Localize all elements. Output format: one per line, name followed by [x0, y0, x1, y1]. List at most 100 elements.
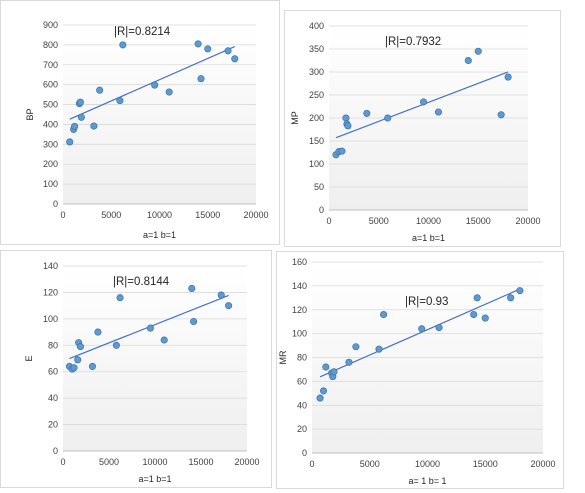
- x-axis-label: a= 1 b= 1: [408, 476, 446, 486]
- y-tick-label: 900: [43, 20, 58, 30]
- x-tick-label: 5000: [101, 210, 121, 220]
- data-point: [88, 362, 96, 370]
- data-point: [90, 122, 98, 130]
- data-point: [516, 287, 524, 295]
- chart-mp: 0 50 100 150 200 250 300 350 400 0 5000 10000 15000 2…: [290, 21, 541, 243]
- y-tick-label: 80: [297, 353, 307, 363]
- data-point: [151, 81, 159, 89]
- plot-area: [63, 266, 247, 451]
- y-tick-label: 50: [314, 182, 324, 192]
- y-tick-label: 100: [43, 179, 58, 189]
- y-axis-label: MR: [278, 350, 288, 364]
- y-tick-label: 0: [302, 448, 307, 458]
- x-tick-label: 0: [309, 459, 314, 469]
- x-tick-label: 15000: [195, 210, 220, 220]
- data-point: [338, 147, 346, 155]
- data-point: [96, 86, 104, 94]
- x-tick-label: 10000: [416, 216, 441, 226]
- y-tick-label: 20: [297, 424, 307, 434]
- data-point: [375, 345, 383, 353]
- y-tick-label: 120: [43, 287, 58, 297]
- data-point: [384, 114, 392, 122]
- x-tick-label: 20000: [243, 210, 268, 220]
- data-point: [160, 336, 168, 344]
- y-axis-label: MP: [290, 111, 300, 125]
- y-tick-label: 800: [43, 40, 58, 50]
- correlation-annotation: |R|=0.7932: [385, 36, 441, 48]
- data-point: [474, 47, 482, 55]
- data-point: [188, 284, 196, 293]
- y-tick-label: 140: [43, 261, 58, 271]
- y-tick-label: 600: [43, 80, 58, 90]
- data-point: [380, 310, 388, 319]
- data-point: [70, 364, 78, 372]
- x-tick-label: 0: [60, 457, 65, 467]
- data-point: [419, 98, 428, 106]
- data-point: [418, 325, 426, 333]
- data-point: [464, 56, 472, 65]
- y-tick-label: 500: [43, 100, 58, 110]
- data-point: [217, 291, 225, 299]
- x-axis-label: a=1 b=1: [138, 474, 171, 484]
- data-point: [119, 41, 127, 49]
- data-point: [116, 294, 124, 302]
- chart-panel-bp: 0 100 200 300 400 500 600 700 800 900 0 5000 10000 15…: [0, 0, 280, 245]
- data-point: [74, 356, 82, 364]
- y-tick-label: 160: [292, 257, 307, 267]
- data-point: [190, 317, 198, 326]
- data-point: [363, 109, 371, 117]
- y-tick-label: 350: [309, 44, 324, 54]
- correlation-annotation: |R|=0.8144: [113, 276, 170, 288]
- data-point: [204, 45, 212, 53]
- data-point: [146, 324, 154, 332]
- data-point: [71, 122, 79, 130]
- y-tick-label: 400: [43, 119, 58, 129]
- y-tick-label: 0: [319, 205, 324, 215]
- data-point: [194, 40, 202, 48]
- chart-panel-mp: 0 50 100 150 200 250 300 350 400 0 5000 10000 15000 2…: [284, 10, 561, 247]
- chart-mr: 0 20 40 60 80 100 120 140 160 0 5000 10000 15000 2000…: [278, 257, 556, 486]
- data-point: [76, 343, 85, 351]
- data-point: [344, 122, 352, 130]
- data-point: [434, 108, 443, 116]
- data-point: [342, 114, 350, 122]
- data-point: [231, 55, 239, 63]
- data-point: [197, 75, 205, 83]
- data-point: [116, 97, 124, 105]
- y-tick-label: 700: [43, 60, 58, 70]
- y-tick-label: 40: [297, 400, 307, 410]
- x-tick-label: 5000: [99, 457, 119, 467]
- y-axis-label: E: [24, 355, 34, 361]
- x-tick-label: 5000: [360, 459, 380, 469]
- data-point: [76, 98, 84, 106]
- y-tick-label: 120: [292, 305, 307, 315]
- y-tick-label: 0: [53, 199, 58, 209]
- x-tick-label: 15000: [188, 457, 213, 467]
- x-tick-label: 0: [326, 216, 331, 226]
- correlation-annotation: |R|=0.8214: [114, 26, 171, 38]
- x-tick-label: 15000: [473, 459, 498, 469]
- data-point: [319, 387, 328, 395]
- y-tick-label: 200: [309, 113, 324, 123]
- data-point: [473, 294, 481, 302]
- x-tick-label: 0: [60, 210, 65, 220]
- y-tick-label: 200: [43, 159, 58, 169]
- y-tick-label: 80: [48, 340, 58, 350]
- data-point: [481, 314, 489, 322]
- y-tick-label: 40: [48, 393, 58, 403]
- data-point: [330, 368, 338, 376]
- x-tick-label: 5000: [369, 216, 389, 226]
- x-axis-label: a=1 b=1: [412, 233, 445, 243]
- data-point: [225, 302, 233, 310]
- data-point: [470, 310, 478, 319]
- data-point: [352, 343, 360, 351]
- y-tick-label: 150: [309, 136, 324, 146]
- x-tick-label: 20000: [515, 216, 540, 226]
- y-tick-label: 140: [292, 281, 307, 291]
- y-tick-label: 0: [53, 446, 58, 456]
- plot-area: [63, 25, 256, 204]
- data-point: [507, 294, 515, 302]
- x-tick-label: 15000: [466, 216, 491, 226]
- data-point: [322, 363, 330, 371]
- data-point: [77, 113, 85, 121]
